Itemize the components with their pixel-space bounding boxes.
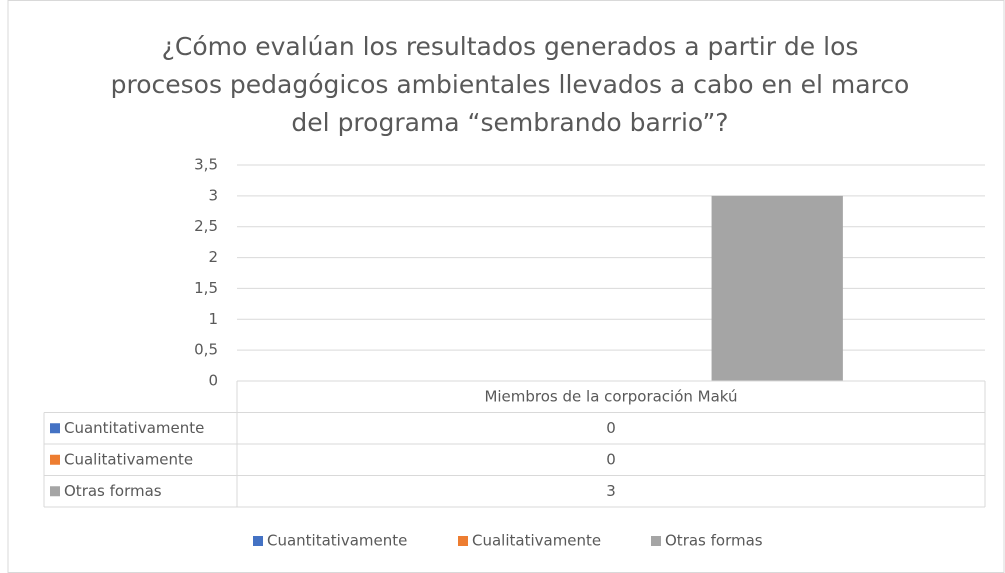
- bar: [711, 195, 843, 381]
- legend-label: Cuantitativamente: [267, 532, 407, 550]
- table-series-name: Cualitativamente: [64, 450, 193, 468]
- table-value: 3: [606, 482, 616, 500]
- x-tick-label: Miembros de la corporación Makú: [484, 387, 737, 405]
- table-legend-key: [50, 486, 60, 497]
- y-tick-label: 1: [208, 310, 218, 328]
- y-tick-label: 3,5: [194, 156, 218, 174]
- legend-key: [458, 536, 468, 546]
- table-legend-key: [50, 423, 60, 434]
- y-tick-label: 1,5: [194, 279, 218, 297]
- legend-key: [651, 536, 661, 546]
- y-tick-label: 3: [208, 186, 218, 204]
- table-value: 0: [606, 450, 616, 468]
- y-tick-label: 0,5: [194, 341, 218, 359]
- table-value: 0: [606, 419, 616, 437]
- table-series-name: Cuantitativamente: [64, 419, 204, 437]
- legend-label: Cualitativamente: [472, 532, 601, 550]
- y-tick-label: 0: [208, 372, 218, 390]
- legend-key: [253, 536, 263, 546]
- y-tick-label: 2: [208, 248, 218, 266]
- y-tick-label: 2,5: [194, 217, 218, 235]
- table-legend-key: [50, 454, 60, 465]
- chart-title: ¿Cómo evalúan los resultados generados a…: [110, 32, 910, 137]
- legend-label: Otras formas: [665, 532, 763, 550]
- table-series-name: Otras formas: [64, 482, 162, 500]
